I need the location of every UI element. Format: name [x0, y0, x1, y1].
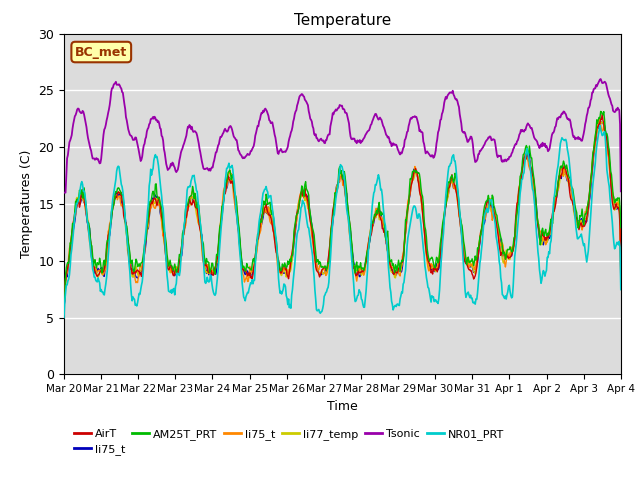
Y-axis label: Temperatures (C): Temperatures (C)	[20, 150, 33, 258]
Text: BC_met: BC_met	[75, 46, 127, 59]
Title: Temperature: Temperature	[294, 13, 391, 28]
Legend: AirT, li75_t, AM25T_PRT, li75_t, li77_temp, Tsonic, NR01_PRT: AirT, li75_t, AM25T_PRT, li75_t, li77_te…	[70, 424, 509, 460]
X-axis label: Time: Time	[327, 400, 358, 413]
